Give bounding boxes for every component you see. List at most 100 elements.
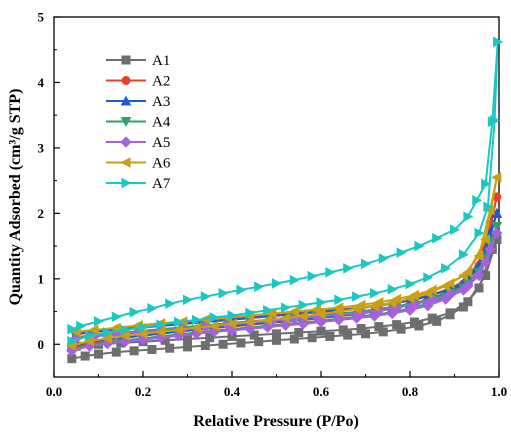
a7-desorption-point [94,316,104,327]
x-axis-title: Relative Pressure (P/Po) [193,413,359,430]
a7-desorption-point [463,211,474,222]
y-tick-label: 2 [38,206,45,221]
legend: A1 A2 A3 A4 A5 A6 A7 [106,53,171,192]
x-tick-label: 0.2 [135,384,151,399]
a1-adsorption-point [94,349,104,359]
legend-label: A2 [152,74,170,90]
a6-adsorption-point [262,314,273,326]
a7-desorption-point [307,270,318,282]
a7-desorption-point [472,194,483,206]
y-tick-label: 1 [38,271,45,286]
a7-desorption-point [289,274,300,286]
legend-item-a5: A5 [106,135,170,151]
a7-adsorption-point [405,278,416,290]
legend-marker [120,117,132,127]
legend-label: A7 [152,176,171,192]
a1-desorption-point [356,324,366,334]
legend-item-a3: A3 [106,94,170,110]
a7-desorption-point [254,281,265,292]
legend-label: A6 [152,156,171,172]
a5-desorption-point [462,280,474,292]
a7-adsorption-point [245,307,256,319]
legend-label: A3 [152,94,170,110]
legend-marker [120,157,131,168]
a7-adsorption-point [369,287,380,299]
a7-adsorption-point [138,321,149,333]
a5-adsorption-point [279,319,292,331]
a7-adsorption-point [67,335,78,347]
a7-adsorption-point [298,299,309,311]
a6-adsorption-point [297,310,308,322]
a5-adsorption-point [297,318,309,330]
a7-desorption-point [481,178,492,190]
a6-adsorption-point [208,320,219,332]
legend-item-a1: A1 [106,53,170,69]
a1-desorption-point [427,313,437,323]
a7-desorption-point [432,232,443,244]
legend-label: A1 [152,53,170,69]
legend-marker [120,136,132,148]
a1-desorption-point [294,327,304,337]
a6-adsorption-point [244,316,255,328]
a6-adsorption-point [119,330,130,342]
a1-adsorption-point [111,347,121,357]
a7-desorption-point [147,302,158,314]
a7-desorption-point [236,284,247,296]
y-axis-title: Quantity Adsorbed (cm³/g STP) [7,89,24,306]
a1-adsorption-point [325,331,335,341]
a6-adsorption-point [173,324,184,336]
a6-desorption-point [88,324,99,336]
a7-adsorption-point [191,314,202,326]
x-tick-label: 1.0 [491,384,507,399]
a7-desorption-point [67,323,78,335]
a1-desorption-point [463,297,473,307]
a7-desorption-point [449,224,460,236]
legend-marker [120,95,132,106]
y-tick-label: 5 [38,10,45,25]
y-tick-label: 4 [38,75,45,90]
a1-adsorption-point [200,341,210,351]
a6-adsorption-point [155,326,166,338]
a7-adsorption-point [209,312,220,323]
a5-adsorption-point [473,269,485,282]
a1-desorption-point [205,333,215,343]
a7-desorption-point [414,240,425,252]
a6-adsorption-point [101,333,112,344]
a7-desorption-point [200,291,211,302]
a7-adsorption-point [280,302,291,313]
legend-label: A5 [152,135,170,151]
a7-adsorption-point [352,291,363,302]
a6-desorption-point [266,308,277,319]
a1-desorption-point [271,329,281,339]
a1-desorption-point [392,320,402,330]
legend-marker [121,55,131,65]
a1-adsorption-point [165,343,175,353]
x-tick-label: 0.0 [46,384,62,399]
x-tick-label: 0.6 [313,384,330,399]
y-tick-label: 0 [38,337,45,352]
a7-desorption-point [493,36,504,48]
a1-adsorption-point [147,345,157,355]
a6-adsorption-point [279,312,290,324]
a1-adsorption-point [236,338,246,348]
a5-adsorption-point [261,321,274,333]
a7-desorption-point [165,298,176,309]
a1-desorption-point [374,322,384,332]
a6-desorption-point [288,306,299,317]
a1-adsorption-point [218,339,228,349]
a1-desorption-point [445,308,455,318]
series-layer [66,36,504,364]
a6-desorption-point [491,172,502,183]
legend-item-a2: A2 [106,74,170,90]
a5-desorption-point [426,294,438,306]
legend-marker [121,76,131,86]
a7-desorption-point [129,306,140,318]
a6-desorption-point [426,284,437,296]
a7-adsorption-point [334,294,345,306]
a7-desorption-point [487,116,498,128]
a7-adsorption-point [120,324,131,336]
series-a6 [66,172,502,351]
a6-desorption-point [409,289,419,301]
legend-item-a4: A4 [106,115,171,131]
